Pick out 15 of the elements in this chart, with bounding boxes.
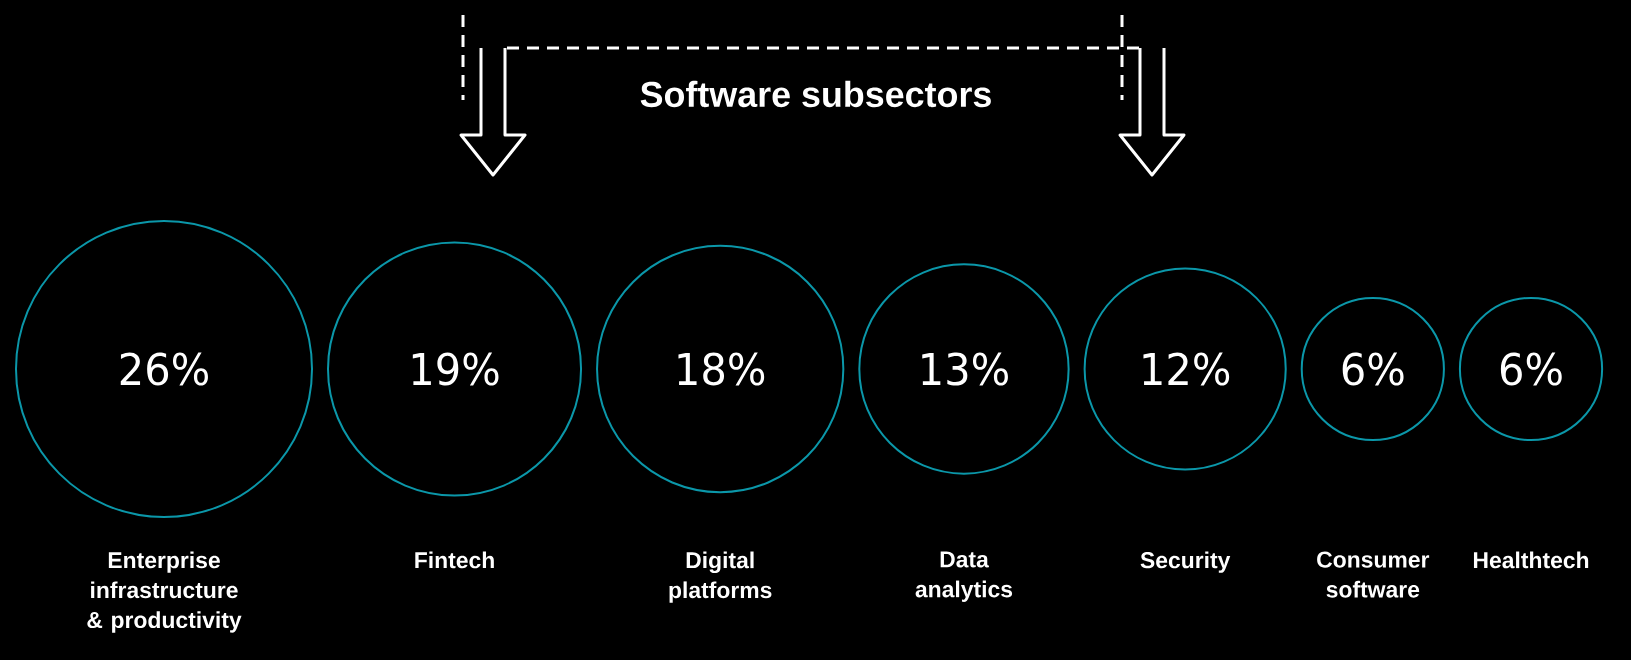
category-label: Healthtech	[1473, 551, 1589, 569]
category-label: Enterprise infrastructure & productivity	[87, 551, 242, 633]
data-label: 13%	[922, 352, 1008, 386]
data-label: 12%	[1143, 352, 1230, 386]
category-label: Consumer software	[1317, 551, 1430, 598]
data-label: 6%	[1342, 352, 1404, 386]
text: Software subsectors	[640, 80, 991, 108]
data-label: 18%	[678, 352, 765, 386]
category-label: Security	[1140, 551, 1231, 573]
data-label: 6%	[1500, 352, 1562, 386]
data-label: 19%	[412, 352, 499, 386]
category-label: Fintech	[415, 551, 494, 569]
category-label: Data analytics	[915, 551, 1013, 602]
data-label: 26%	[120, 352, 208, 386]
category-label: Digital platforms	[669, 551, 772, 603]
